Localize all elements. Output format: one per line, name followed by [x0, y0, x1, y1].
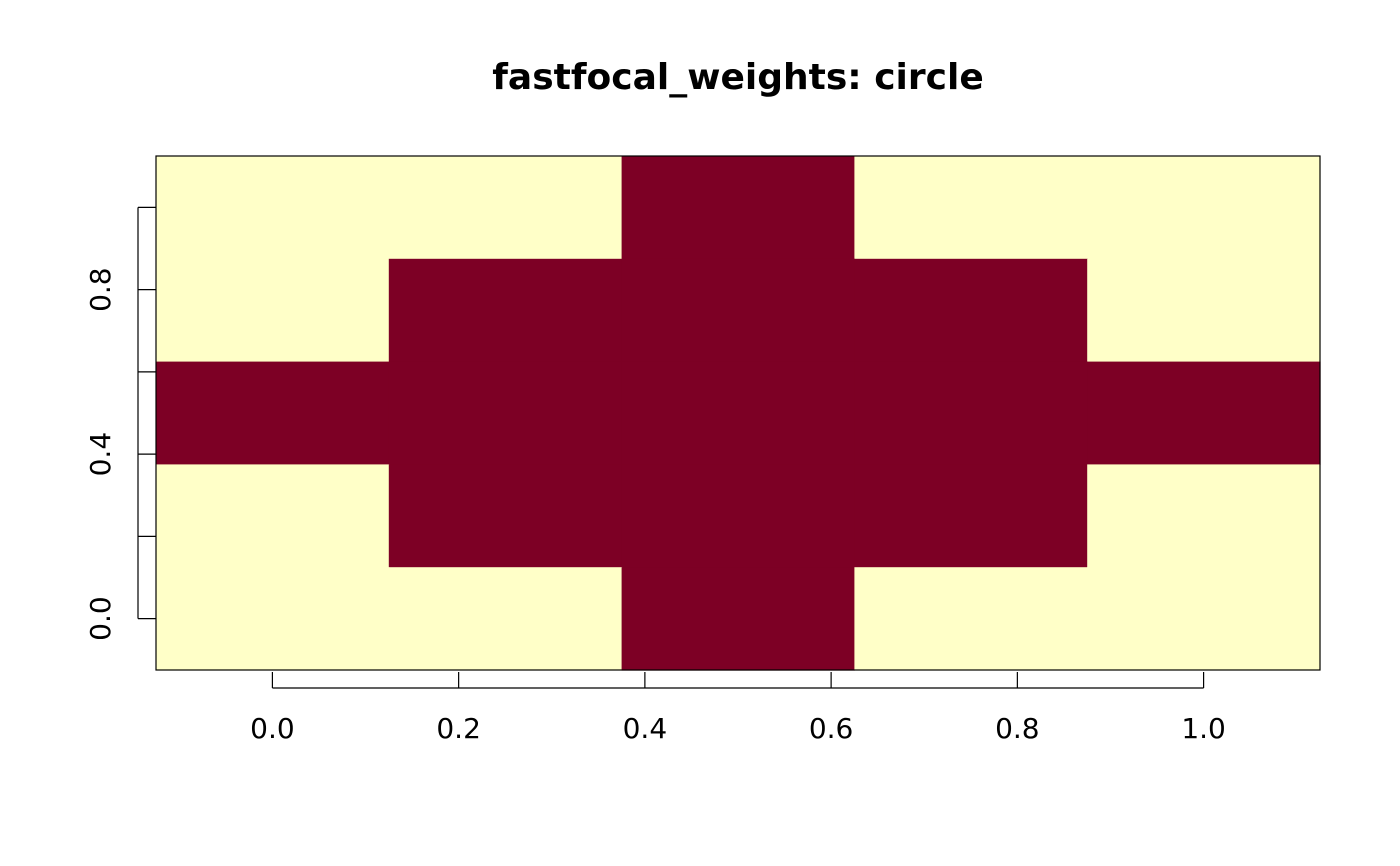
heatmap-cell: [156, 258, 390, 363]
heatmap-cell: [1087, 361, 1321, 465]
plot-frame: [155, 155, 1321, 671]
heatmap-cell: [621, 258, 855, 363]
y-axis: 0.0 0.4 0.8: [84, 206, 156, 641]
heatmap-cell: [388, 464, 623, 568]
heatmap-cell: [388, 156, 623, 260]
y-tick-label: 0.4: [84, 432, 117, 477]
heatmap-cell: [1087, 156, 1321, 260]
x-tick-label: 0.4: [623, 712, 668, 745]
heatmap-cell: [854, 258, 1088, 363]
x-tick-label: 0.8: [995, 712, 1040, 745]
heatmap-cell: [1087, 464, 1321, 568]
x-tick-label: 0.6: [809, 712, 854, 745]
heatmap-cell: [156, 361, 390, 465]
heatmap-cell: [1087, 567, 1321, 671]
heatmap-cell: [156, 464, 390, 568]
heatmap-cell: [1087, 258, 1321, 363]
heatmap-cell: [621, 361, 855, 465]
x-tick-label: 1.0: [1181, 712, 1226, 745]
y-tick-label: 0.8: [84, 267, 117, 312]
x-tick-label: 0.0: [250, 712, 295, 745]
heatmap-cell: [621, 464, 855, 568]
heatmap-cell: [156, 567, 390, 671]
heatmap-cell: [854, 464, 1088, 568]
heatmap-cells: [156, 156, 1321, 671]
chart-title: fastfocal_weights: circle: [492, 57, 984, 98]
x-axis: 0.0 0.2 0.4 0.6 0.8 1.0: [250, 672, 1226, 745]
heatmap-cell: [156, 156, 390, 260]
heatmap-cell: [388, 361, 623, 465]
heatmap-cell: [388, 258, 623, 363]
heatmap-cell: [388, 567, 623, 671]
heatmap-cell: [854, 361, 1088, 465]
y-tick-label: 0.0: [84, 596, 117, 641]
heatmap-cell: [621, 156, 855, 260]
heatmap-cell: [854, 567, 1088, 671]
x-tick-label: 0.2: [436, 712, 481, 745]
heatmap-cell: [621, 567, 855, 671]
heatmap-cell: [854, 156, 1088, 260]
